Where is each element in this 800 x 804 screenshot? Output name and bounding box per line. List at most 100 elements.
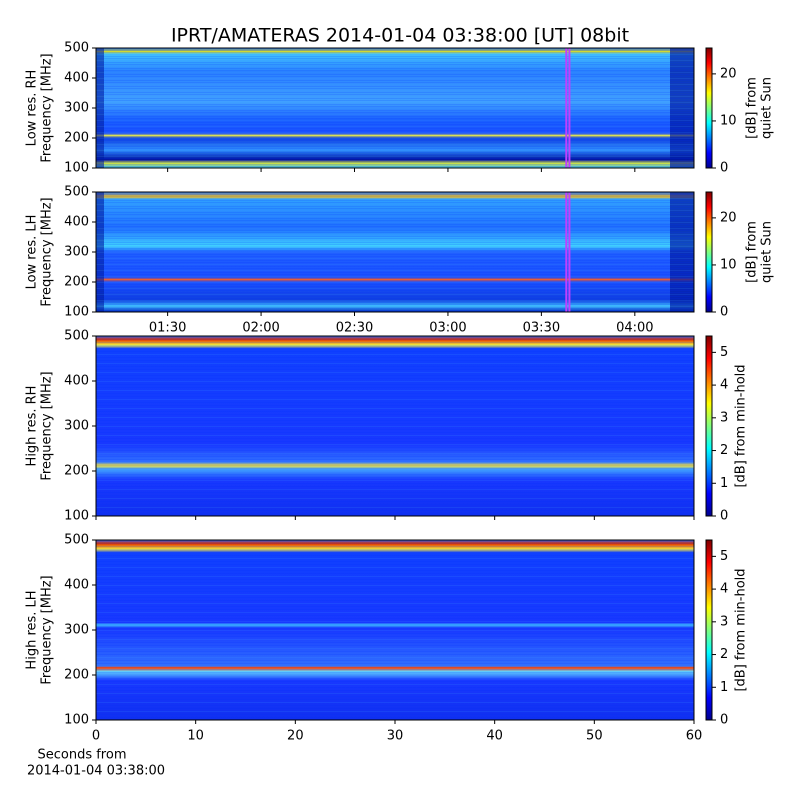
texture	[96, 232, 694, 233]
texture	[96, 114, 694, 115]
y-axis-label: Frequency [MHz]	[40, 575, 55, 684]
texture	[96, 495, 694, 496]
y-axis-label: Frequency [MHz]	[40, 197, 55, 306]
colorbar-tick-label: 1	[720, 680, 728, 695]
spectrogram-edge	[96, 48, 104, 168]
texture	[96, 254, 694, 255]
colorbar-tick-label: 3	[720, 614, 728, 629]
texture	[96, 296, 694, 297]
texture	[96, 98, 694, 99]
texture	[96, 423, 694, 424]
texture	[96, 144, 694, 145]
x-tick-label: 02:30	[336, 321, 373, 336]
texture	[96, 651, 694, 652]
texture	[96, 308, 694, 309]
x-tick-label: 20	[287, 729, 304, 744]
texture	[96, 687, 694, 688]
spectrogram	[96, 336, 694, 516]
texture	[96, 94, 694, 95]
texture	[96, 498, 694, 499]
spectrogram-edge	[670, 192, 694, 312]
texture	[96, 224, 694, 225]
texture	[96, 711, 694, 712]
texture	[96, 54, 694, 55]
colorbar-tick-label: 20	[720, 210, 737, 225]
texture	[96, 218, 694, 219]
colorbar-tick-label: 3	[720, 410, 728, 425]
texture	[96, 278, 694, 279]
y-tick-label: 300	[64, 419, 89, 434]
y-tick-label: 300	[64, 101, 89, 116]
texture	[96, 390, 694, 391]
y-tick-label: 500	[64, 41, 89, 56]
texture	[96, 76, 694, 77]
texture	[96, 351, 694, 352]
texture	[96, 600, 694, 601]
texture	[96, 138, 694, 139]
colorbar-tick-label: 1	[720, 476, 728, 491]
texture	[96, 256, 694, 257]
texture	[96, 280, 694, 281]
texture	[96, 639, 694, 640]
colorbar-label: quiet Sun	[760, 77, 775, 139]
texture	[96, 666, 694, 667]
texture	[96, 68, 694, 69]
texture	[96, 402, 694, 403]
texture	[96, 393, 694, 394]
y-axis-label: Low res. RH	[25, 70, 40, 147]
texture	[96, 60, 694, 61]
spectrogram-edge	[670, 48, 694, 168]
texture	[96, 134, 694, 135]
texture	[96, 360, 694, 361]
colorbar-label: [dB] from	[745, 77, 760, 139]
y-tick-label: 500	[64, 533, 89, 548]
texture	[96, 96, 694, 97]
texture	[96, 378, 694, 379]
texture	[96, 603, 694, 604]
y-axis-label: Frequency [MHz]	[40, 371, 55, 480]
texture	[96, 222, 694, 223]
colorbar-label: quiet Sun	[760, 221, 775, 283]
texture	[96, 426, 694, 427]
colorbar	[705, 335, 713, 517]
texture	[96, 292, 694, 293]
texture	[96, 310, 694, 311]
texture	[96, 660, 694, 661]
y-tick-label: 300	[64, 623, 89, 638]
texture	[96, 228, 694, 229]
texture	[96, 166, 694, 167]
texture	[96, 112, 694, 113]
texture	[96, 210, 694, 211]
texture	[96, 339, 694, 340]
texture	[96, 642, 694, 643]
texture	[96, 717, 694, 718]
texture	[96, 465, 694, 466]
texture	[96, 282, 694, 283]
texture	[96, 64, 694, 65]
texture	[96, 564, 694, 565]
texture	[96, 62, 694, 63]
texture	[96, 549, 694, 550]
texture	[96, 459, 694, 460]
texture	[96, 196, 694, 197]
colorbar-tick-label: 0	[720, 161, 728, 176]
texture	[96, 236, 694, 237]
texture	[96, 160, 694, 161]
texture	[96, 480, 694, 481]
texture	[96, 381, 694, 382]
texture	[96, 504, 694, 505]
texture	[96, 657, 694, 658]
texture	[96, 708, 694, 709]
texture	[96, 375, 694, 376]
colorbar-tick-label: 4	[720, 582, 728, 597]
texture	[96, 477, 694, 478]
texture	[96, 164, 694, 165]
texture	[96, 56, 694, 57]
texture	[96, 405, 694, 406]
texture	[96, 162, 694, 163]
y-tick-label: 100	[64, 509, 89, 524]
spectrogram	[96, 192, 694, 312]
y-tick-label: 300	[64, 245, 89, 260]
texture	[96, 342, 694, 343]
